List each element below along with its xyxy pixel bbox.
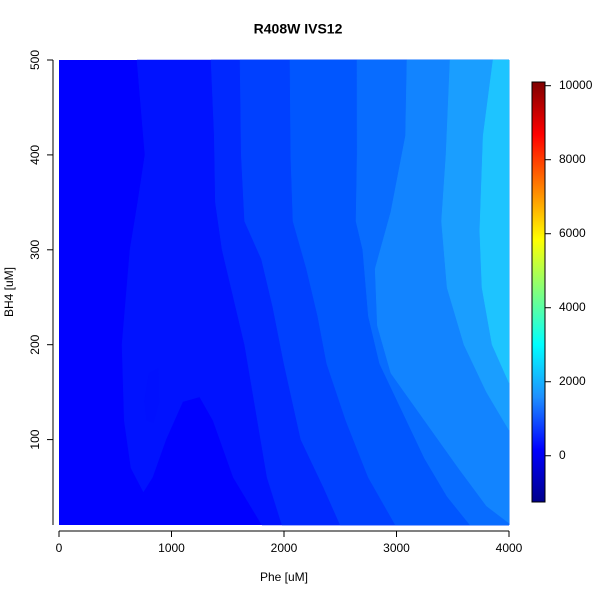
contour-band [479,59,510,383]
colorbar-tick-label: 10000 [559,78,593,92]
colorbar-tick-label: 6000 [559,226,586,240]
x-tick-label: 1000 [158,541,185,555]
y-tick-label: 100 [28,429,42,449]
y-tick-label: 400 [28,145,42,165]
y-tick-label: 200 [28,334,42,354]
contour-band [144,368,160,423]
x-tick-label: 3000 [383,541,410,555]
y-tick-label: 300 [28,239,42,259]
x-tick-label: 0 [56,541,63,555]
x-tick-label: 4000 [496,541,523,555]
colorbar-tick-label: 2000 [559,374,586,388]
colorbar-tick-label: 0 [559,448,566,462]
y-tick-label: 500 [28,50,42,70]
x-axis-label: Phe [uM] [260,570,308,584]
y-axis-label: BH4 [uM] [2,267,16,317]
colorbar [531,81,546,503]
chart-title: R408W IVS12 [254,21,343,37]
colorbar-tick-label: 8000 [559,152,586,166]
colorbar-tick-label: 4000 [559,300,586,314]
x-tick-label: 2000 [271,541,298,555]
